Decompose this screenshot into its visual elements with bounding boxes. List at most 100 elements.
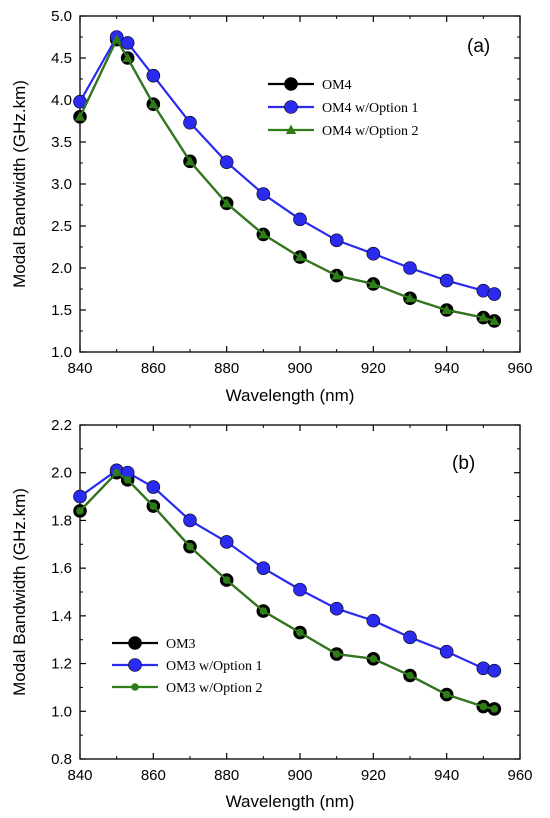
data-point bbox=[120, 36, 135, 50]
x-tick-label: 840 bbox=[67, 767, 92, 784]
x-tick-label: 960 bbox=[507, 360, 532, 377]
data-point bbox=[146, 480, 161, 494]
series-0 bbox=[73, 465, 502, 716]
legend-marker bbox=[128, 636, 142, 650]
series-line bbox=[79, 469, 495, 672]
data-point bbox=[221, 197, 232, 208]
series-line bbox=[79, 471, 495, 710]
data-point bbox=[293, 212, 307, 227]
data-point bbox=[366, 613, 381, 628]
legend-label: OM4 bbox=[322, 78, 352, 93]
data-point bbox=[222, 576, 231, 584]
legend-label: OM4 w/Option 1 bbox=[322, 101, 418, 116]
y-tick-label: 4.0 bbox=[51, 92, 72, 109]
y-tick-label: 3.0 bbox=[51, 176, 72, 193]
data-point bbox=[329, 233, 344, 248]
legend-label: OM3 w/Option 1 bbox=[166, 659, 262, 674]
chart-panel-0: 840 860 880 900 920 940 960 1.0 1.5 2.0 2.5 3.0 3.5 4… bbox=[10, 8, 533, 405]
data-point bbox=[259, 607, 268, 615]
x-axis-title: Wavelength (nm) bbox=[226, 386, 355, 405]
data-point bbox=[366, 246, 381, 261]
legend-label: OM3 bbox=[166, 637, 196, 652]
data-point bbox=[442, 690, 451, 699]
y-tick-label: 3.5 bbox=[51, 134, 72, 151]
y-tick-label: 4.5 bbox=[51, 50, 72, 67]
data-point bbox=[331, 270, 342, 280]
data-point bbox=[184, 155, 196, 166]
y-axis-title: Modal Bandwidth (GHz.km) bbox=[10, 488, 29, 696]
data-point bbox=[258, 229, 269, 239]
data-point bbox=[369, 654, 378, 663]
data-point bbox=[439, 273, 454, 288]
series-1 bbox=[73, 463, 502, 678]
series-2 bbox=[76, 468, 499, 713]
y-tick-label: 1.0 bbox=[51, 703, 72, 720]
data-point bbox=[406, 671, 414, 680]
data-point bbox=[111, 34, 122, 44]
x-tick-label: 920 bbox=[361, 360, 386, 377]
data-point bbox=[146, 68, 161, 83]
series-2 bbox=[74, 34, 500, 325]
data-point bbox=[332, 650, 341, 658]
legend-marker bbox=[285, 124, 297, 135]
x-tick-label: 900 bbox=[287, 360, 312, 377]
data-point bbox=[368, 278, 379, 288]
data-point bbox=[293, 582, 307, 597]
x-tick-label: 900 bbox=[287, 767, 312, 784]
data-point bbox=[476, 661, 491, 676]
legend-marker bbox=[284, 77, 298, 91]
data-point bbox=[123, 476, 132, 484]
y-tick-label: 0.8 bbox=[51, 751, 72, 768]
legend-label: OM4 w/Option 2 bbox=[322, 124, 418, 139]
data-point bbox=[219, 155, 234, 169]
panel-label: (b) bbox=[452, 453, 475, 474]
series-line bbox=[79, 35, 495, 296]
data-point bbox=[403, 261, 417, 275]
data-point bbox=[73, 489, 87, 504]
panel-label: (a) bbox=[467, 36, 490, 57]
y-tick-label: 2.0 bbox=[51, 260, 72, 277]
data-point bbox=[439, 644, 454, 659]
y-tick-label: 1.5 bbox=[51, 302, 72, 319]
data-point bbox=[490, 705, 499, 713]
data-point bbox=[489, 315, 500, 325]
y-tick-label: 1.6 bbox=[51, 560, 72, 577]
data-point bbox=[183, 115, 197, 130]
legend-marker bbox=[284, 100, 298, 114]
legend: OM3 OM3 w/Option 1 OM3 w/Option 2 bbox=[112, 636, 262, 696]
y-tick-label: 1.0 bbox=[51, 344, 72, 361]
data-point bbox=[294, 251, 306, 262]
x-tick-label: 860 bbox=[141, 360, 166, 377]
data-point bbox=[329, 601, 344, 616]
series-line bbox=[79, 471, 495, 710]
y-axis-title: Modal Bandwidth (GHz.km) bbox=[10, 80, 29, 288]
data-point bbox=[148, 98, 159, 109]
data-point bbox=[441, 304, 452, 315]
series-line bbox=[79, 37, 495, 322]
data-point bbox=[122, 52, 133, 62]
x-tick-label: 880 bbox=[214, 360, 239, 377]
y-tick-label: 1.4 bbox=[51, 608, 72, 625]
data-point bbox=[256, 561, 271, 575]
y-tick-label: 2.5 bbox=[51, 218, 72, 235]
legend-label: OM3 w/Option 2 bbox=[166, 681, 262, 696]
data-point bbox=[149, 502, 158, 510]
data-point bbox=[478, 312, 489, 322]
x-tick-label: 860 bbox=[141, 767, 166, 784]
x-tick-label: 940 bbox=[434, 360, 459, 377]
x-tick-label: 960 bbox=[507, 767, 532, 784]
y-tick-label: 1.2 bbox=[51, 656, 72, 673]
data-point bbox=[183, 513, 197, 528]
x-tick-label: 880 bbox=[214, 767, 239, 784]
data-point bbox=[296, 628, 304, 637]
data-point bbox=[256, 187, 271, 201]
data-point bbox=[479, 702, 488, 711]
data-point bbox=[487, 663, 502, 678]
data-point bbox=[112, 468, 121, 477]
series-1 bbox=[73, 30, 502, 301]
data-point bbox=[403, 630, 417, 645]
data-point bbox=[186, 542, 194, 551]
data-point bbox=[404, 292, 416, 303]
x-tick-label: 840 bbox=[67, 360, 92, 377]
